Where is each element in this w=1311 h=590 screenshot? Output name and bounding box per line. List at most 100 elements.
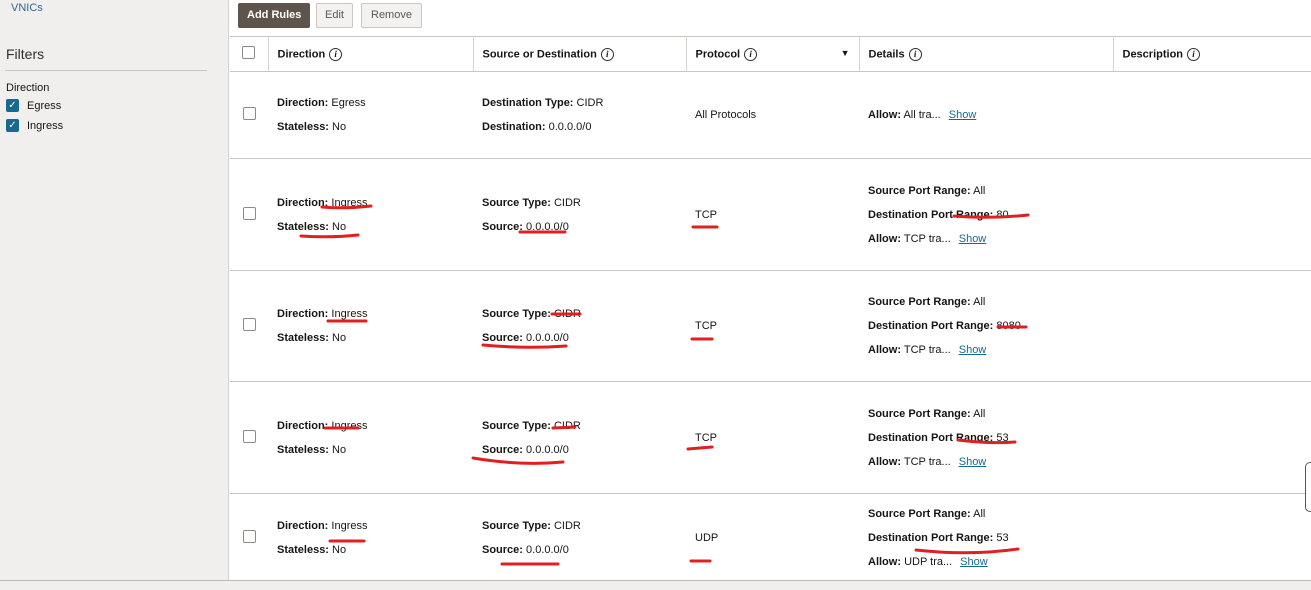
details-cell: Source Port Range: All Destination Port … (859, 270, 1113, 382)
checkmark-icon: ✓ (6, 99, 19, 112)
destination-port-range: 8080 (996, 320, 1021, 332)
info-icon[interactable]: i (744, 47, 758, 61)
table-row[interactable]: Direction: Ingress Stateless: No Source T… (230, 270, 1311, 382)
destination-port-range: 53 (996, 431, 1009, 444)
direction-cell: Direction: Ingress Stateless: No (268, 158, 473, 271)
source-cell: Source Type: CIDR Source: 0.0.0.0/0 (473, 381, 686, 494)
source-port-range: All (973, 407, 986, 420)
show-link[interactable]: Show (958, 232, 987, 245)
cidr-value: 0.0.0.0/0 (526, 332, 569, 344)
rules-table: Direction i Source or Destination i Protoc… (230, 36, 1311, 582)
direction-cell: Direction: Ingress Stateless: No (268, 493, 473, 582)
direction-value: Ingress (331, 519, 368, 532)
details-cell: Source Port Range: All Destination Port … (859, 381, 1113, 494)
sort-caret-icon[interactable]: ▼ (840, 47, 850, 58)
type-value: CIDR (576, 97, 604, 109)
header-direction[interactable]: Direction i (268, 36, 474, 72)
direction-value: Egress (331, 97, 366, 109)
source-port-range: All (973, 507, 986, 520)
direction-value: Ingress (331, 419, 368, 432)
allow-value: UDP tra... (904, 555, 953, 568)
direction-value: Ingress (331, 308, 368, 320)
allow-value: TCP tra... (903, 232, 951, 245)
protocol-cell: TCP (686, 270, 859, 382)
header-source[interactable]: Source or Destination i (473, 36, 687, 72)
filters-title: Filters (6, 46, 45, 62)
row-checkbox[interactable] (242, 429, 256, 443)
protocol-cell: TCP (686, 381, 859, 494)
row-checkbox[interactable] (242, 107, 256, 120)
floating-help-button[interactable] (1305, 462, 1311, 512)
info-icon[interactable]: i (600, 47, 614, 61)
cidr-value: 0.0.0.0/0 (526, 443, 569, 456)
destination-port-range: 53 (996, 531, 1009, 544)
stateless-value: No (332, 332, 347, 344)
row-checkbox[interactable] (242, 206, 256, 220)
select-all-checkbox[interactable] (242, 46, 256, 59)
details-cell: Source Port Range: All Destination Port … (859, 158, 1113, 271)
protocol-cell: TCP (686, 158, 859, 271)
source-cell: Source Type: CIDR Source: 0.0.0.0/0 (473, 493, 686, 582)
row-checkbox[interactable] (242, 529, 256, 543)
row-checkbox[interactable] (242, 318, 256, 331)
header-details[interactable]: Details i (859, 36, 1114, 72)
footer (0, 580, 1311, 590)
details-cell: Source Port Range: All Destination Port … (859, 493, 1113, 582)
header-description[interactable]: Description i (1113, 36, 1311, 72)
direction-value: Ingress (331, 196, 368, 209)
stateless-value: No (332, 443, 347, 456)
type-value: CIDR (553, 519, 581, 532)
type-value: CIDR (553, 308, 581, 320)
table-row[interactable]: Direction: Ingress Stateless: No Source T… (230, 381, 1311, 494)
filter-egress-checkbox[interactable]: ✓ Egress (6, 99, 61, 112)
add-rules-button[interactable]: Add Rules (238, 3, 311, 28)
checkmark-icon: ✓ (6, 119, 19, 132)
source-cell: Source Type: CIDR Source: 0.0.0.0/0 (473, 158, 686, 271)
allow-value: All tra... (903, 109, 941, 121)
source-port-range: All (973, 184, 986, 197)
source-cell: Source Type: CIDR Source: 0.0.0.0/0 (473, 270, 686, 382)
stateless-value: No (332, 121, 347, 133)
stateless-value: No (332, 220, 347, 233)
stateless-value: No (332, 543, 347, 556)
filter-label: Ingress (27, 119, 64, 132)
show-link[interactable]: Show (960, 555, 988, 568)
protocol-cell: All Protocols (686, 71, 859, 159)
destination-port-range: 80 (996, 208, 1009, 221)
source-cell: Destination Type: CIDR Destination: 0.0.0… (473, 71, 686, 159)
direction-cell: Direction: Ingress Stateless: No (268, 270, 473, 382)
cidr-value: 0.0.0.0/0 (548, 121, 592, 133)
description-cell (1113, 381, 1311, 494)
type-value: CIDR (553, 196, 581, 209)
table-row[interactable]: Direction: Egress Stateless: No Destinati… (230, 71, 1311, 159)
filter-label: Egress (27, 99, 62, 112)
filter-ingress-checkbox[interactable]: ✓ Ingress (6, 119, 63, 132)
table-row[interactable]: Direction: Ingress Stateless: No Source T… (230, 158, 1311, 271)
protocol-cell: UDP (686, 493, 859, 582)
source-port-range: All (973, 296, 986, 308)
select-all-cell (230, 36, 269, 72)
direction-cell: Direction: Ingress Stateless: No (268, 381, 473, 494)
remove-button[interactable]: Remove (361, 3, 422, 28)
edit-button[interactable]: Edit (316, 3, 353, 28)
divider (5, 70, 207, 71)
description-cell (1113, 270, 1311, 382)
header-protocol[interactable]: Protocol i ▼ (686, 36, 860, 72)
table-row[interactable]: Direction: Ingress Stateless: No Source T… (230, 493, 1311, 582)
allow-value: TCP tra... (903, 344, 951, 356)
info-icon[interactable]: i (908, 47, 922, 61)
type-value: CIDR (553, 419, 581, 432)
main-panel: Add Rules Edit Remove Direction i Source … (230, 0, 1311, 582)
direction-cell: Direction: Egress Stateless: No (268, 71, 473, 159)
description-cell (1113, 71, 1311, 159)
direction-filter-label: Direction (6, 82, 50, 94)
show-link[interactable]: Show (958, 344, 987, 356)
cidr-value: 0.0.0.0/0 (526, 543, 569, 556)
vnics-link[interactable]: VNICs (11, 2, 43, 14)
show-link[interactable]: Show (948, 109, 977, 121)
info-icon[interactable]: i (1187, 47, 1201, 61)
info-icon[interactable]: i (329, 47, 343, 61)
allow-value: TCP tra... (903, 455, 951, 468)
show-link[interactable]: Show (958, 455, 987, 468)
description-cell (1113, 158, 1311, 271)
